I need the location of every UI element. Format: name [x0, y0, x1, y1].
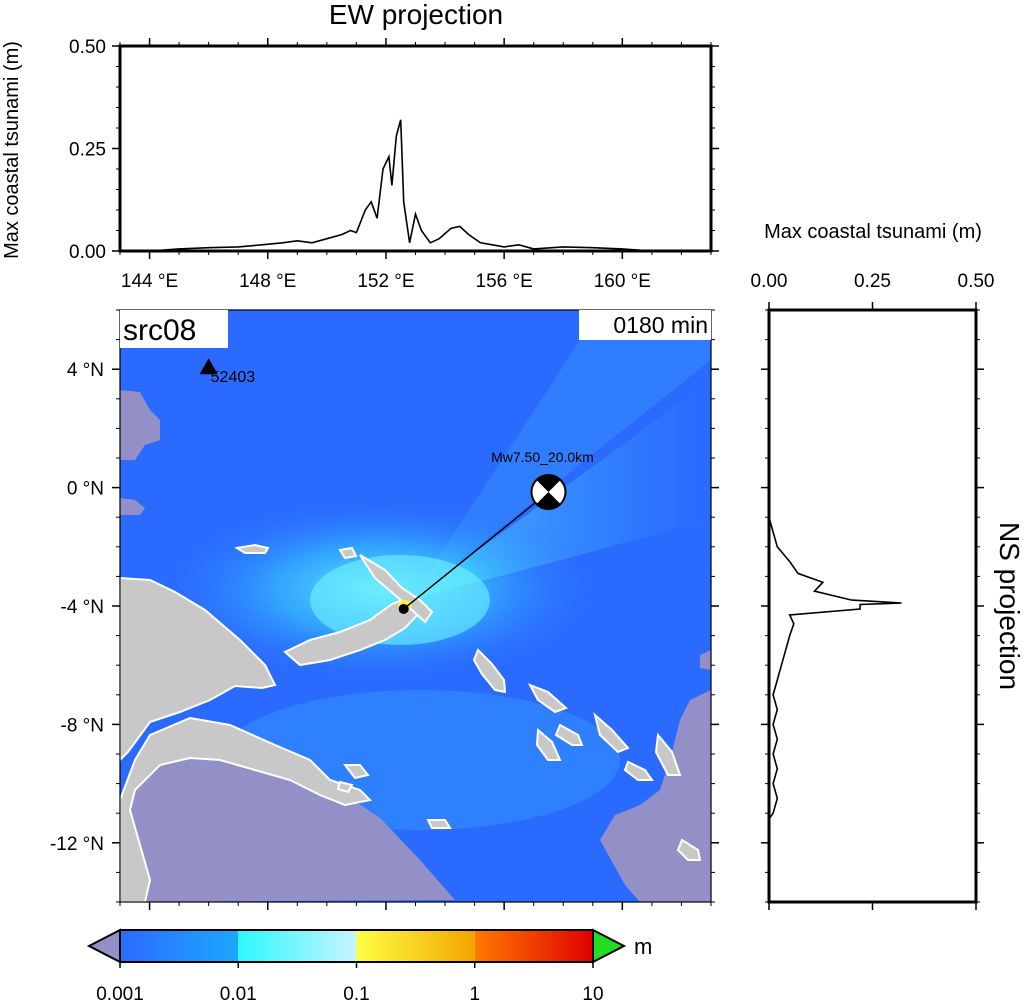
map-y-ticks: 4 °N 0 °N -4 °N -8 °N -12 °N [50, 309, 984, 903]
map-y-tick-label: -4 °N [61, 597, 105, 618]
mechanism-connector-line [403, 491, 549, 610]
colorbar-segments [120, 930, 593, 962]
colorbar-segment [120, 930, 239, 962]
colorbar-tick-label: 0.001 [96, 984, 144, 1005]
ew-frame [118, 44, 713, 253]
ew-series-line [149, 119, 652, 251]
colorbar: m 0.001 0.01 0.1 1 10 [86, 928, 652, 1005]
map-x-ticks [119, 902, 712, 910]
map-y-tick-label: 4 °N [67, 360, 104, 381]
ew-y-tick-label: 0.00 [69, 242, 106, 263]
colorbar-tick-label: 0.1 [343, 984, 369, 1005]
colorbar-tick-label: 1 [469, 984, 480, 1005]
map-y-tick-label: -8 °N [61, 715, 105, 736]
ew-ylabel: Max coastal tsunami (m) [1, 41, 23, 259]
ew-title: EW projection [329, 0, 503, 30]
ew-projection-panel: EW projection Max coastal tsunami (m) 0.… [1, 0, 719, 292]
solomon-island-5 [623, 760, 654, 781]
colorbar-segment [474, 930, 593, 962]
solomon-island-6 [654, 732, 682, 776]
ns-series-line [769, 516, 902, 820]
panel-label: src08 [123, 314, 196, 347]
ns-x-ticks: 0.00 0.25 0.50 [751, 271, 995, 910]
colorbar-segment [238, 930, 357, 962]
papua-peninsula [120, 716, 373, 902]
mussau-islet [338, 546, 358, 560]
mechanism-label: Mw7.50_20.0km [491, 449, 594, 465]
ew-x-tick-label: 144 °E [121, 271, 178, 292]
ns-x-tick-label: 0.50 [958, 271, 995, 292]
colorbar-labels: 0.001 0.01 0.1 1 10 [96, 962, 604, 1005]
solomon-island-3 [593, 712, 630, 754]
northwest-landmass [120, 390, 160, 460]
northwest-islet [120, 498, 145, 515]
ns-x-tick-label: 0.25 [854, 271, 891, 292]
colorbar-unit: m [634, 934, 652, 959]
ew-y-ticks: 0.00 0.25 0.50 [69, 37, 719, 263]
ns-x-tick-label: 0.00 [751, 271, 788, 292]
station-triangle-icon [199, 358, 218, 375]
ew-y-tick-label: 0.50 [69, 37, 106, 58]
solomon-island-2 [554, 723, 584, 746]
station-label: 52403 [211, 369, 256, 386]
bougainville-island [472, 648, 507, 694]
solomon-island-7 [676, 838, 702, 861]
time-label-box [579, 310, 711, 340]
map-field: Mw7.50_20.0km 52403 [120, 310, 711, 902]
ew-x-tick-label: 152 °E [357, 271, 414, 292]
new-guinea-land [120, 576, 277, 762]
map-y-tick-label: 0 °N [67, 479, 104, 500]
ns-projection-panel: Max coastal tsunami (m) 0.00 0.25 0.50 NS … [751, 221, 1024, 910]
new-ireland-island [359, 554, 434, 624]
colorbar-tick-label: 10 [582, 984, 603, 1005]
map-panel: Mw7.50_20.0km 52403 src08 0180 min 4 °N 0… [50, 309, 984, 910]
map-y-tick-label: -12 °N [50, 834, 104, 855]
time-label: 0180 min [613, 312, 708, 338]
focal-mechanism-icon [530, 474, 567, 511]
colorbar-over-arrow [592, 928, 627, 964]
dentrecasteaux-island-1 [342, 764, 370, 780]
ew-y-tick-label: 0.25 [69, 140, 106, 161]
colorbar-tick-label: 0.01 [220, 984, 257, 1005]
ew-x-ticks: 144 °E 148 °E 152 °E 156 °E 160 °E [119, 38, 712, 292]
ew-x-tick-label: 156 °E [476, 271, 533, 292]
ns-frame [767, 308, 978, 904]
southern-mainland [120, 740, 455, 902]
solomon-island-1 [527, 683, 568, 714]
ns-title: NS projection [994, 522, 1024, 690]
ew-x-tick-label: 160 °E [594, 271, 651, 292]
solomon-island-4 [535, 727, 562, 761]
colorbar-segment [356, 930, 475, 962]
east-islet [700, 650, 711, 670]
louisiade-island [426, 819, 452, 829]
manus-island [234, 543, 270, 554]
ns-xlabel: Max coastal tsunami (m) [764, 221, 982, 243]
colorbar-under-arrow [86, 928, 121, 964]
epicenter-marker [398, 603, 409, 614]
ew-x-tick-label: 148 °E [239, 271, 296, 292]
dentrecasteaux-island-2 [336, 780, 354, 794]
panel-label-box [120, 310, 228, 348]
